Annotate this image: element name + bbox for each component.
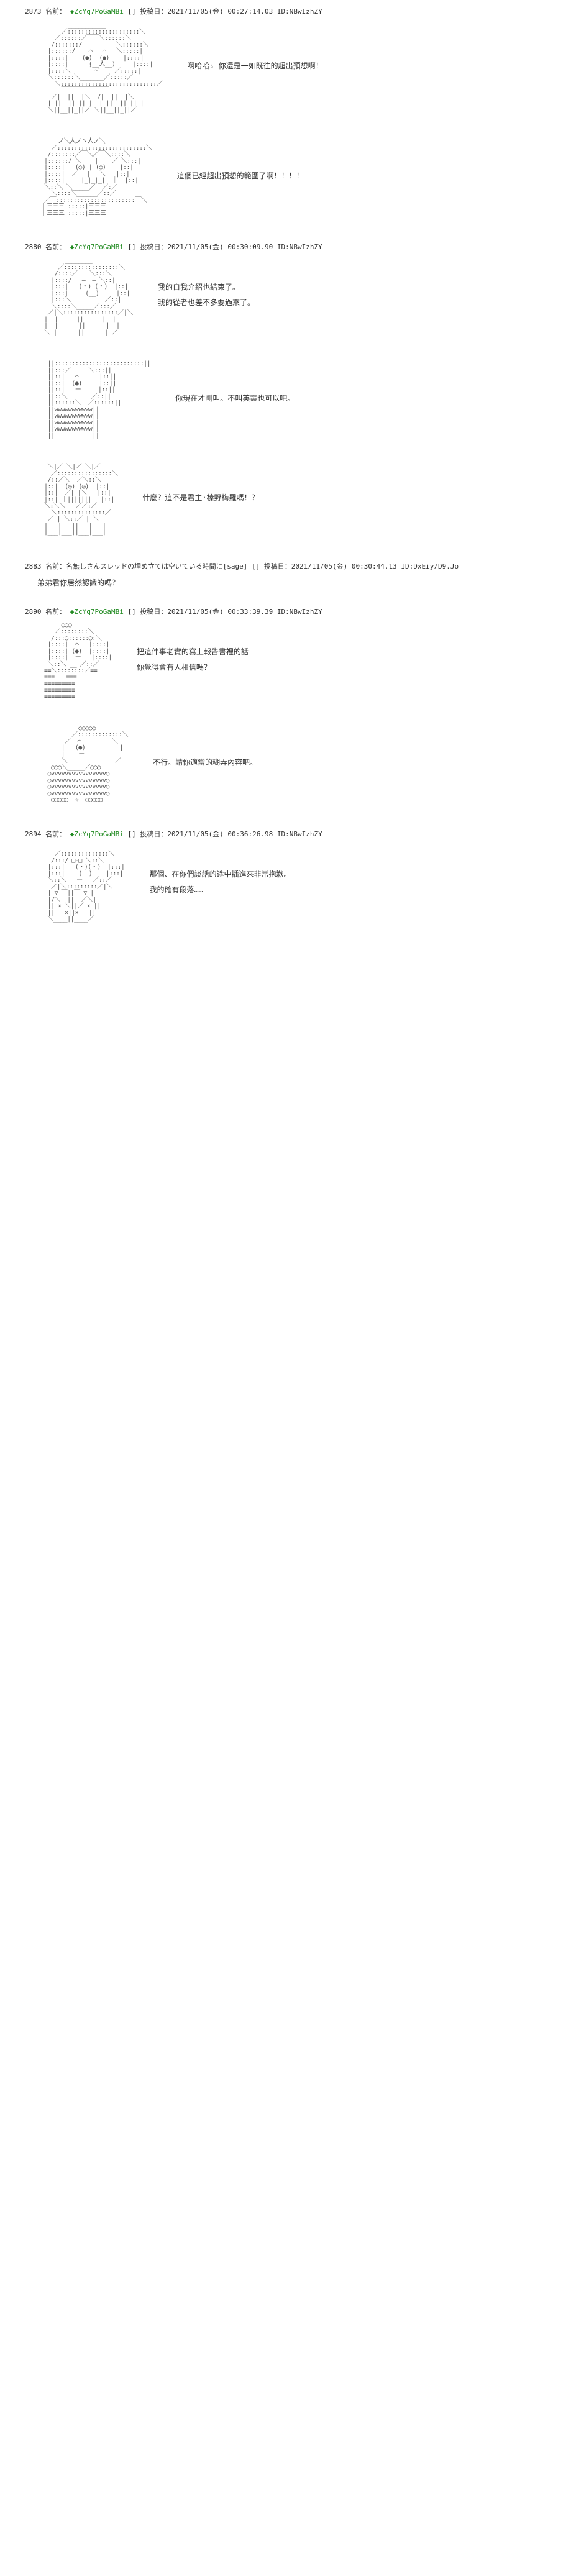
panel: ノ＼人ノヽ人ノ＼ ／::::::::::::::::::::::::::＼ /:… [37,139,546,217]
dialogue-line: 這個已經超出預想的範圍了啊！！！！ [177,170,304,181]
post-name: 名前： [45,608,70,616]
dialogue-block: 我的自我介紹也結束了。我的從者也差不多要過來了。 [158,281,255,313]
dialogue-block: 這個已經超出預想的範圍了啊！！！！ [177,170,304,186]
panel: ________ ／::::::::::::::::＼ /::::／￣￣＼:::… [37,258,546,336]
post-name: 名前：名無しさんスレッドの埋め立ては空いている時間に[sage] [45,562,252,570]
panel: ○○○ ／::::::::＼ /:::○::::::○:＼ |::::| ⌒ |… [37,623,546,701]
post-header: 2894 名前： ◆ZcYq7PoGaMBi [] 投稿日：2021/11/05… [25,829,546,839]
dialogue-line: 我的從者也差不多要過來了。 [158,297,255,308]
post-name: 名前： [45,243,70,251]
panel: ○○○○○ ／:::::::::::::＼ ／ ⌒ ＼ | (●) | | ー … [37,726,546,804]
ascii-art: ___________ ／:::::::::::::::::::::＼ ／:::… [37,22,162,114]
thread-container: 2873 名前： ◆ZcYq7PoGaMBi [] 投稿日：2021/11/05… [0,0,571,954]
ascii-art: ノ＼人ノヽ人ノ＼ ／::::::::::::::::::::::::::＼ /:… [37,139,152,217]
post-number: 2873 [25,7,45,16]
dialogue-line: 你覺得會有人相信嗎？ [137,662,249,672]
post-number: 2880 [25,243,45,251]
ascii-art: ○○○○○ ／:::::::::::::＼ ／ ⌒ ＼ | (●) | | ー … [37,726,128,804]
dialogue-block: 不行。請你適當的糊弄內容吧。 [153,757,257,772]
post-header: 2880 名前： ◆ZcYq7PoGaMBi [] 投稿日：2021/11/05… [25,242,546,252]
post-trip: ◆ZcYq7PoGaMBi [70,830,128,838]
post-number: 2890 [25,608,45,616]
post-number: 2894 [25,830,45,838]
post-header: 2883 名前：名無しさんスレッドの埋め立ては空いている時間に[sage] []… [25,561,546,571]
dialogue-line: 啊哈哈☆ 你還是一如既往的超出預想啊！ [187,60,322,71]
post-trip: ◆ZcYq7PoGaMBi [70,608,128,616]
dialogue-line: 把這件事老實的寫上報告書裡的話 [137,646,249,657]
dialogue-block: 你現在才剛叫。不叫英靈也可以吧。 [175,393,295,408]
post-date: [] 投稿日：2021/11/05(金) 00:27:14.03 ID:NBwI… [127,7,322,16]
post: 2890 名前： ◆ZcYq7PoGaMBi [] 投稿日：2021/11/05… [25,606,546,804]
panel: ＼|／ ＼|／ ＼|／ ／::::::::::::::::＼ /::／＼ ／＼:… [37,464,546,536]
dialogue-block: 那個、在你們談話的途中插進來非常抱歉。我的確有段落…… [149,869,291,900]
ascii-art: ＼|／ ＼|／ ＼|／ ／::::::::::::::::＼ /::／＼ ／＼:… [37,464,117,536]
post-name: 名前： [45,7,70,16]
dialogue-block: 什麼？這不是君主·榛野梅羅嗎！？ [142,492,258,508]
dialogue-line: 那個、在你們談話的途中插進來非常抱歉。 [149,869,291,879]
panel: ||::::::::::::::::::::::::::|| ||:::／￣￣￣… [37,361,546,439]
post-trip: ◆ZcYq7PoGaMBi [70,7,128,16]
dialogue-line: 你現在才剛叫。不叫英靈也可以吧。 [175,393,295,403]
post: 2894 名前： ◆ZcYq7PoGaMBi [] 投稿日：2021/11/05… [25,829,546,923]
dialogue-block: 啊哈哈☆ 你還是一如既往的超出預想啊！ [187,60,322,76]
post: 2883 名前：名無しさんスレッドの埋め立ては空いている時間に[sage] []… [25,561,546,588]
panel: ___________ ／:::::::::::::::::::::＼ ／:::… [37,22,546,114]
post-comment: 弟弟君你居然認識的嗎？ [37,577,546,588]
panel: ________ ／::::::::::::::＼ /:::/ □-□ ＼::＼… [37,845,546,923]
dialogue-line: 我的自我介紹也結束了。 [158,281,255,292]
post-date: [] 投稿日：2021/11/05(金) 00:30:44.13 ID:DxEi… [252,562,459,570]
post-header: 2890 名前： ◆ZcYq7PoGaMBi [] 投稿日：2021/11/05… [25,606,546,616]
ascii-art: ||::::::::::::::::::::::::::|| ||:::／￣￣￣… [37,361,150,439]
dialogue-block: 把這件事老實的寫上報告書裡的話你覺得會有人相信嗎？ [137,646,249,677]
post-date: [] 投稿日：2021/11/05(金) 00:33:39.39 ID:NBwI… [127,608,322,616]
dialogue-line: 什麼？這不是君主·榛野梅羅嗎！？ [142,492,258,503]
post-trip: ◆ZcYq7PoGaMBi [70,243,128,251]
dialogue-line: 我的確有段落…… [149,884,291,895]
ascii-art: ________ ／::::::::::::::＼ /:::/ □-□ ＼::＼… [37,845,124,923]
post-date: [] 投稿日：2021/11/05(金) 00:30:09.90 ID:NBwI… [127,243,322,251]
post: 2873 名前： ◆ZcYq7PoGaMBi [] 投稿日：2021/11/05… [25,6,546,217]
post-header: 2873 名前： ◆ZcYq7PoGaMBi [] 投稿日：2021/11/05… [25,6,546,16]
post-number: 2883 [25,562,45,570]
dialogue-line: 不行。請你適當的糊弄內容吧。 [153,757,257,767]
post-name: 名前： [45,830,70,838]
ascii-art: ○○○ ／::::::::＼ /:::○::::::○:＼ |::::| ⌒ |… [37,623,112,701]
ascii-art: ________ ／::::::::::::::::＼ /::::／￣￣＼:::… [37,258,133,336]
post-date: [] 投稿日：2021/11/05(金) 00:36:26.98 ID:NBwI… [127,830,322,838]
post: 2880 名前： ◆ZcYq7PoGaMBi [] 投稿日：2021/11/05… [25,242,546,536]
